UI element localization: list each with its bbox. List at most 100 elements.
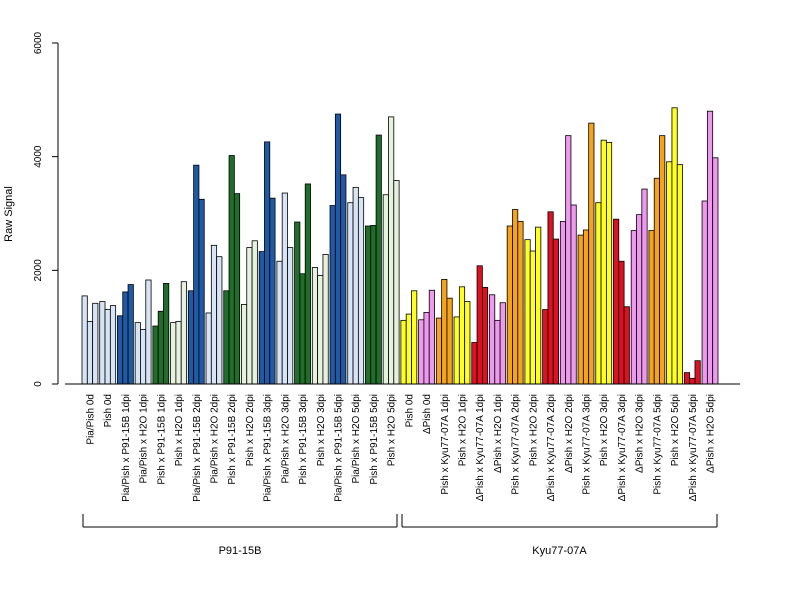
x-tick-label: Pish x Kyu77-07A 1dpi bbox=[440, 394, 451, 495]
x-tick-label: Pia/Pish x H2O 2dpi bbox=[209, 394, 220, 484]
bar bbox=[127, 284, 134, 385]
bar bbox=[428, 289, 435, 385]
group-brackets: P91-15B Kyu77-07A bbox=[82, 514, 718, 557]
bar bbox=[258, 251, 265, 385]
bar-group bbox=[187, 164, 205, 385]
x-tick-label: Pish 0d bbox=[103, 394, 114, 427]
bar-group bbox=[435, 279, 453, 385]
bar bbox=[512, 209, 519, 385]
bar bbox=[659, 135, 666, 385]
x-tick-labels: Pia/Pish 0d Pish 0d Pia/Pish x P91-15B 1dp… bbox=[85, 394, 716, 502]
bar bbox=[117, 315, 124, 385]
x-tick-label: Pia/Pish x P91-15B 3dpi bbox=[263, 394, 274, 502]
y-axis-label: Raw Signal bbox=[3, 186, 15, 242]
x-tick-label: ΔPish x Kyu77-07A 3dpi bbox=[617, 394, 628, 501]
x-tick-label: Pish x P91-15B 2dpi bbox=[227, 394, 238, 485]
bar-group bbox=[453, 286, 471, 385]
x-tick-label: Pish x H2O 2dpi bbox=[245, 394, 256, 466]
bar bbox=[210, 244, 218, 385]
bar bbox=[701, 200, 708, 385]
bar bbox=[269, 197, 276, 385]
bar-group bbox=[648, 135, 666, 385]
x-tick-label: Pia/Pish x H2O 5dpi bbox=[351, 394, 362, 484]
bar-group bbox=[577, 122, 595, 385]
group-label: P91-15B bbox=[219, 545, 262, 557]
bar bbox=[671, 107, 678, 385]
bar bbox=[276, 260, 283, 385]
x-tick-label: Pia/Pish x H2O 3dpi bbox=[280, 394, 291, 484]
x-tick-label: ΔPish x Kyu77-07A 2dpi bbox=[546, 394, 557, 501]
x-tick-label: Pish x P91-15B 1dpi bbox=[156, 394, 167, 485]
bar bbox=[198, 198, 205, 385]
bar bbox=[241, 304, 248, 385]
bar-group bbox=[311, 254, 329, 385]
bar-group bbox=[329, 113, 347, 385]
y-axis: 0 2000 4000 6000 bbox=[33, 31, 59, 387]
bar-group bbox=[294, 183, 311, 385]
bar-group bbox=[99, 301, 117, 385]
bar bbox=[506, 225, 513, 385]
bar bbox=[517, 221, 524, 385]
bar bbox=[223, 290, 230, 385]
bar bbox=[304, 183, 311, 385]
bar bbox=[441, 279, 448, 385]
bar-group bbox=[365, 134, 382, 385]
bar bbox=[689, 377, 696, 385]
bar-group bbox=[223, 155, 241, 385]
bar bbox=[499, 302, 506, 385]
bars bbox=[81, 107, 719, 385]
bar bbox=[565, 135, 572, 385]
bar-group bbox=[134, 279, 152, 385]
bar bbox=[542, 309, 549, 385]
bar-group bbox=[205, 244, 223, 385]
bar bbox=[109, 305, 117, 385]
bar bbox=[157, 310, 164, 385]
bar bbox=[205, 312, 212, 385]
bar bbox=[388, 116, 395, 385]
x-tick-label: Pish x Kyu77-07A 5dpi bbox=[652, 394, 663, 495]
bar bbox=[600, 139, 607, 385]
bar bbox=[163, 283, 170, 385]
bar bbox=[322, 254, 329, 385]
x-tick-label: Pish x Kyu77-07A 3dpi bbox=[582, 394, 593, 495]
bar-group bbox=[418, 289, 435, 385]
bar bbox=[92, 302, 99, 385]
bar bbox=[489, 294, 496, 385]
bar bbox=[418, 319, 425, 385]
bar-group bbox=[542, 211, 559, 385]
bar bbox=[264, 141, 271, 385]
bar bbox=[152, 325, 159, 385]
x-tick-label: ΔPish x H2O 5dpi bbox=[706, 394, 717, 473]
bar bbox=[99, 301, 106, 385]
bar-group bbox=[683, 360, 701, 385]
bar bbox=[311, 267, 319, 385]
bar bbox=[294, 221, 301, 385]
bar bbox=[613, 218, 620, 385]
x-tick-label: Pish x H2O 1dpi bbox=[174, 394, 185, 466]
x-tick-label: Pia/Pish x P91-15B 5dpi bbox=[333, 394, 344, 502]
bar-group bbox=[347, 186, 365, 385]
bar bbox=[233, 193, 241, 385]
bar bbox=[636, 214, 643, 385]
bar-group bbox=[81, 295, 99, 385]
bar bbox=[170, 322, 177, 385]
bar-group bbox=[276, 192, 294, 385]
bar bbox=[559, 221, 567, 385]
bar bbox=[375, 134, 382, 385]
x-tick-label: Pish x P91-15B 3dpi bbox=[298, 394, 309, 485]
bar-group bbox=[666, 107, 683, 385]
bar bbox=[618, 260, 625, 385]
x-tick-label: Pia/Pish x H2O 1dpi bbox=[139, 394, 150, 484]
bar bbox=[329, 205, 336, 385]
bar bbox=[653, 177, 660, 385]
bar-group bbox=[559, 135, 577, 385]
bar-group bbox=[258, 141, 276, 385]
bar-group bbox=[382, 116, 400, 385]
x-tick-label: Pish 0d bbox=[404, 394, 415, 427]
bar bbox=[122, 291, 129, 385]
x-tick-label: ΔPish x H2O 2dpi bbox=[564, 394, 575, 473]
x-tick-label: Pish x Kyu77-07A 2dpi bbox=[511, 394, 522, 495]
x-tick-label: Pia/Pish x P91-15B 2dpi bbox=[192, 394, 203, 502]
x-tick-label: ΔPish x Kyu77-07A 5dpi bbox=[688, 394, 699, 501]
